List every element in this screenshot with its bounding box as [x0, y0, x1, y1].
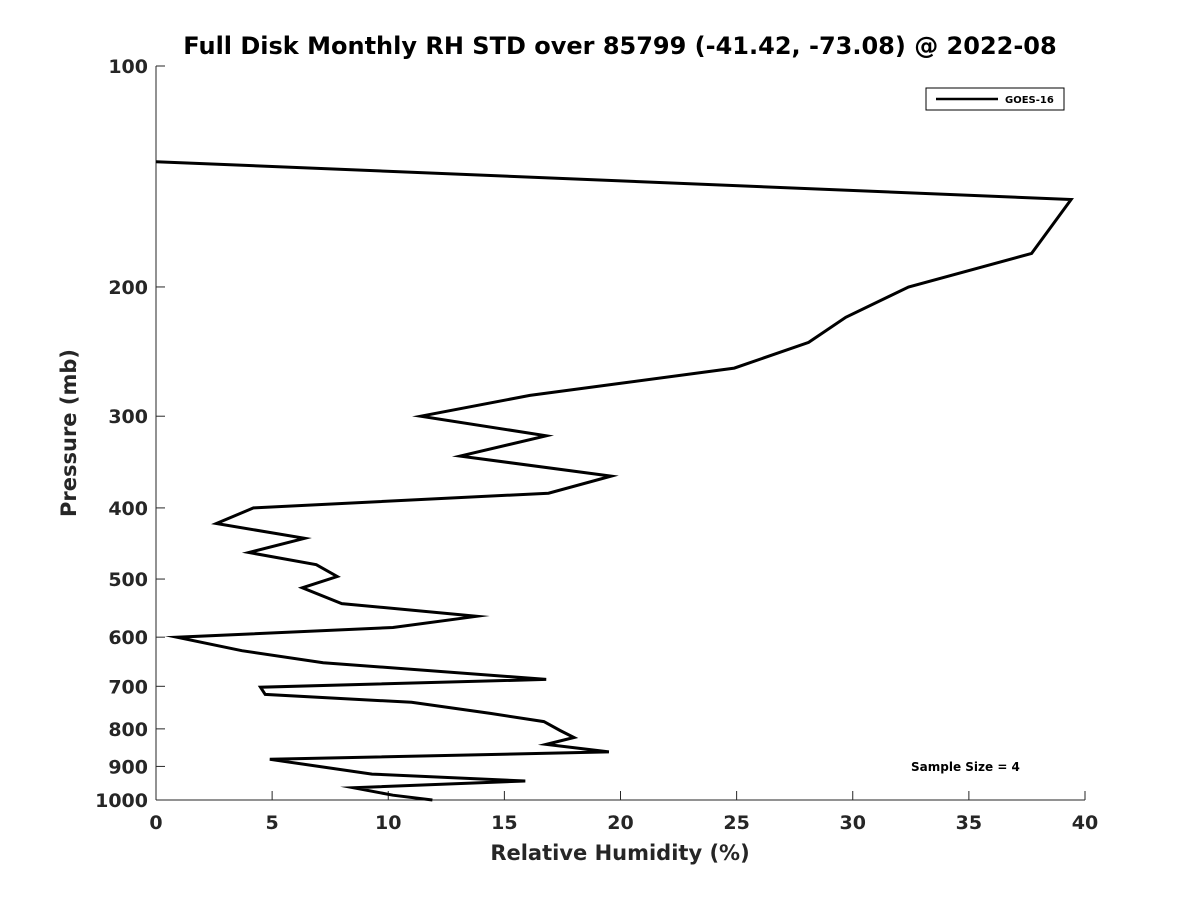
y-tick-label: 1000 — [95, 790, 148, 812]
x-tick-label: 10 — [375, 812, 401, 834]
x-tick-label: 40 — [1072, 812, 1098, 834]
chart-title: Full Disk Monthly RH STD over 85799 (-41… — [183, 32, 1056, 60]
y-tick-label: 400 — [108, 498, 148, 520]
x-axis: 0 5 10 15 20 25 30 35 40 — [149, 791, 1098, 834]
y-tick-label: 800 — [108, 719, 148, 741]
legend-label-goes-16: GOES-16 — [1005, 95, 1054, 106]
y-axis-label: Pressure (mb) — [57, 349, 81, 517]
y-tick-label: 200 — [108, 277, 148, 299]
legend: GOES-16 — [925, 87, 1065, 111]
y-tick-label: 600 — [108, 627, 148, 649]
y-tick-label: 900 — [108, 756, 148, 778]
series-layer — [155, 160, 1074, 802]
y-tick-label: 500 — [108, 569, 148, 591]
x-tick-label: 35 — [956, 812, 982, 834]
x-tick-label: 20 — [607, 812, 633, 834]
x-tick-label: 0 — [149, 812, 162, 834]
y-tick-label: 700 — [108, 676, 148, 698]
sample-size-annotation: Sample Size = 4 — [911, 760, 1020, 774]
y-tick-label: 300 — [108, 406, 148, 428]
x-tick-label: 5 — [266, 812, 279, 834]
x-tick-label: 15 — [491, 812, 517, 834]
y-tick-label: 100 — [108, 56, 148, 78]
x-tick-label: 30 — [840, 812, 866, 834]
x-tick-label: 25 — [723, 812, 749, 834]
y-axis: 100 200 300 400 500 600 700 800 900 1000 — [95, 56, 165, 812]
x-axis-label: Relative Humidity (%) — [490, 841, 749, 865]
series-line-goes-16 — [155, 160, 1074, 802]
